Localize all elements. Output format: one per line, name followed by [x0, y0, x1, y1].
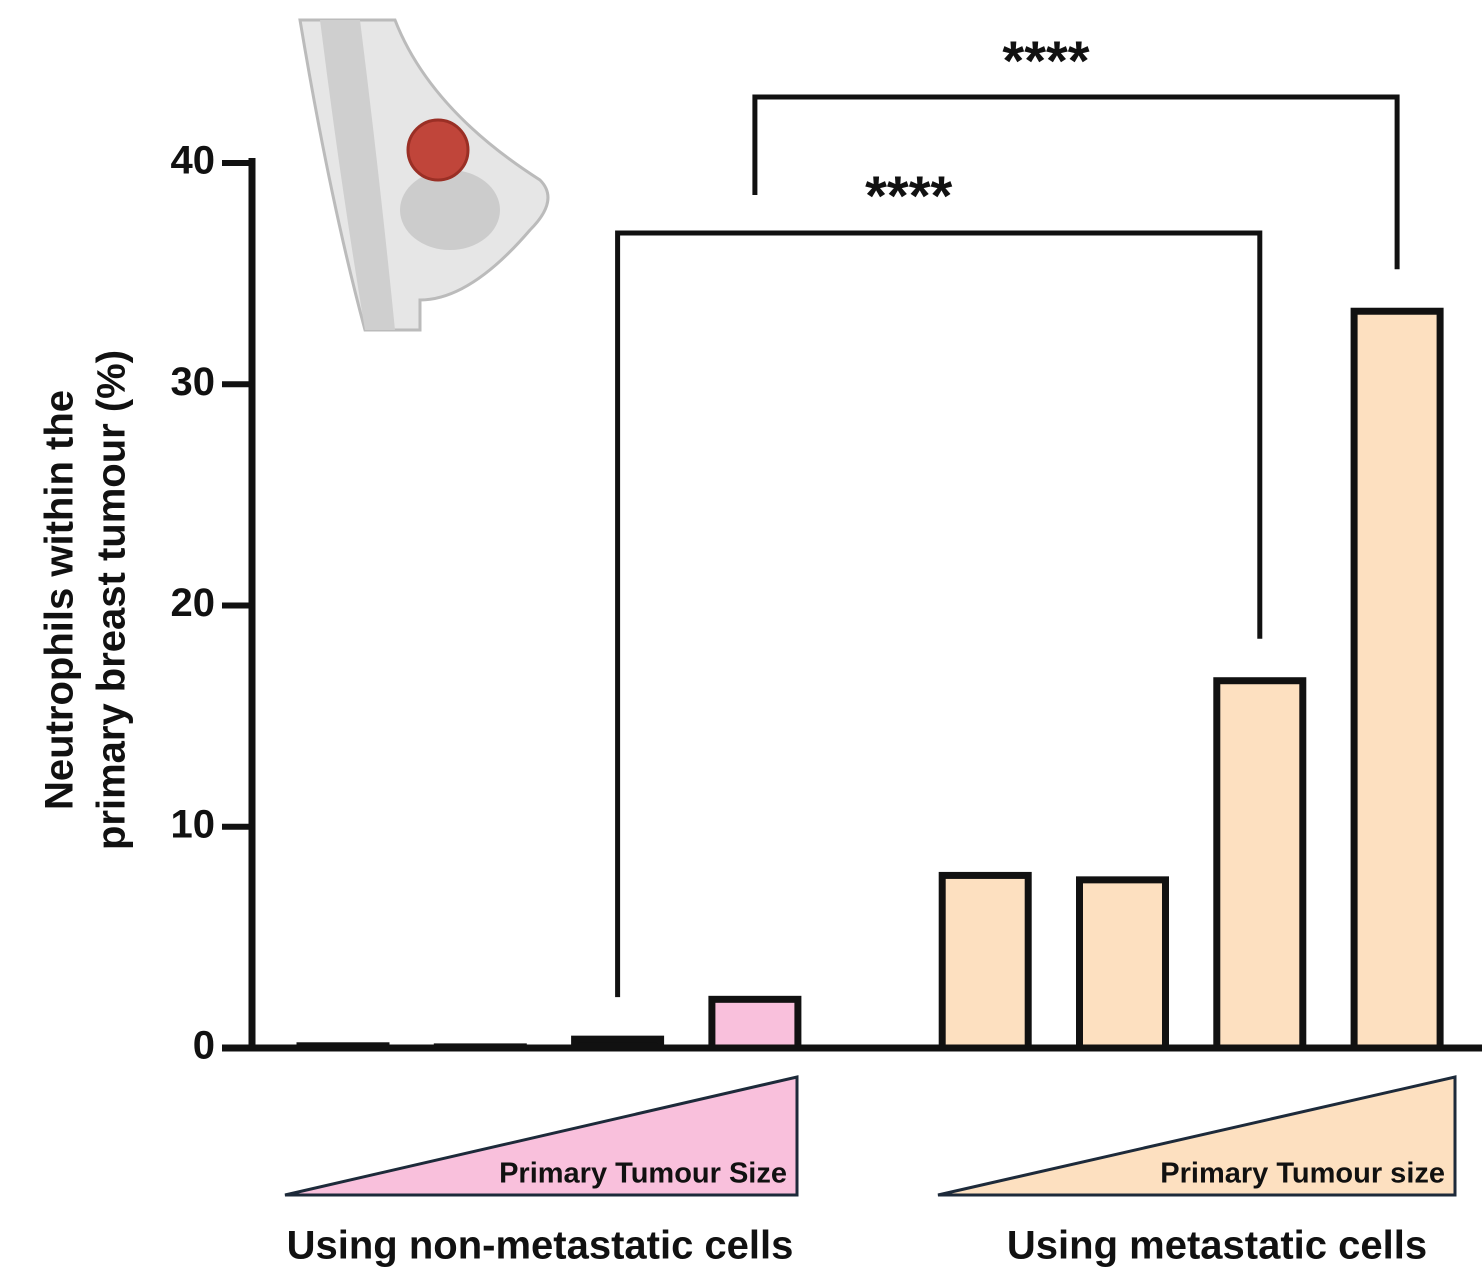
- group-label: Using non-metastatic cells: [287, 1224, 794, 1268]
- y-axis-label: primary breast tumour (%): [90, 350, 134, 850]
- bar: [1217, 681, 1303, 1048]
- y-tick-label: 10: [171, 802, 216, 846]
- significance-label: ****: [1002, 29, 1089, 92]
- significance-bracket: [755, 97, 1397, 269]
- bar: [942, 875, 1028, 1048]
- page: Neutrophils within theprimary breast tum…: [0, 0, 1482, 1274]
- y-axis-label: Neutrophils within the: [38, 390, 82, 810]
- group-label: Using metastatic cells: [1007, 1224, 1427, 1268]
- y-tick-label: 20: [171, 581, 216, 625]
- bar: [712, 999, 798, 1048]
- bar: [1354, 311, 1440, 1048]
- significance-label: ****: [865, 164, 952, 227]
- chart: Neutrophils within theprimary breast tum…: [0, 0, 1482, 1274]
- triangle-label: Primary Tumour size: [1160, 1158, 1445, 1190]
- y-tick-label: 0: [193, 1024, 215, 1068]
- y-tick-label: 30: [171, 360, 216, 404]
- bar: [1080, 880, 1166, 1048]
- triangle-label: Primary Tumour Size: [499, 1158, 787, 1190]
- y-tick-label: 40: [171, 139, 216, 183]
- breast-illustration: [300, 20, 548, 330]
